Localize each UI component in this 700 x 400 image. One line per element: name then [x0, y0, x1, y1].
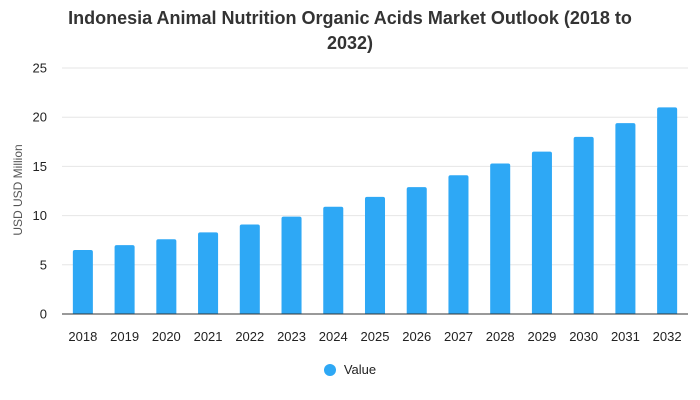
- x-tick-label: 2025: [361, 329, 390, 344]
- bar[interactable]: [239, 224, 260, 314]
- x-tick-label: 2032: [653, 329, 682, 344]
- bar[interactable]: [490, 163, 511, 314]
- bar[interactable]: [156, 239, 177, 314]
- x-tick-label: 2018: [68, 329, 97, 344]
- chart-title: Indonesia Animal Nutrition Organic Acids…: [0, 6, 700, 56]
- x-tick-label: 2026: [402, 329, 431, 344]
- chart-title-line-2: 2032): [326, 33, 374, 53]
- x-axis-ticks: 2018 2019 2020 2021 2022 2023 2024 2025 2026 2027…: [68, 329, 681, 344]
- x-tick-label: 2028: [486, 329, 515, 344]
- y-tick-label: 20: [33, 110, 47, 125]
- bar[interactable]: [531, 151, 552, 314]
- bars: [72, 107, 678, 314]
- bar[interactable]: [198, 232, 219, 314]
- y-tick-label: 25: [33, 61, 47, 76]
- bar[interactable]: [657, 107, 678, 314]
- bar[interactable]: [114, 245, 135, 314]
- bar[interactable]: [364, 196, 386, 314]
- x-tick-label: 2029: [527, 329, 556, 344]
- bar[interactable]: [573, 136, 594, 314]
- bar[interactable]: [615, 123, 636, 314]
- legend-label: Value: [343, 362, 377, 377]
- x-tick-label: 2030: [569, 329, 598, 344]
- y-tick-label: 15: [33, 159, 47, 174]
- bar[interactable]: [72, 250, 93, 314]
- y-tick-label: 5: [40, 257, 47, 272]
- x-tick-label: 2023: [277, 329, 306, 344]
- bar[interactable]: [323, 206, 344, 314]
- bar[interactable]: [281, 216, 302, 314]
- x-tick-label: 2031: [611, 329, 640, 344]
- y-tick-label: 0: [40, 307, 47, 322]
- chart-title-line-1: Indonesia Animal Nutrition Organic Acids…: [68, 8, 632, 28]
- y-axis-ticks: 0 5 10 15 20 25: [33, 61, 47, 322]
- y-axis-title: USD USD Million: [11, 144, 25, 235]
- bar[interactable]: [448, 175, 469, 314]
- legend-swatch: [323, 363, 336, 376]
- x-tick-label: 2019: [110, 329, 139, 344]
- x-tick-label: 2024: [319, 329, 348, 344]
- x-tick-label: 2020: [152, 329, 181, 344]
- x-tick-label: 2021: [194, 329, 223, 344]
- bar[interactable]: [406, 187, 427, 314]
- legend[interactable]: Value: [0, 362, 700, 377]
- x-tick-label: 2027: [444, 329, 473, 344]
- x-tick-label: 2022: [235, 329, 264, 344]
- y-tick-label: 10: [33, 208, 47, 223]
